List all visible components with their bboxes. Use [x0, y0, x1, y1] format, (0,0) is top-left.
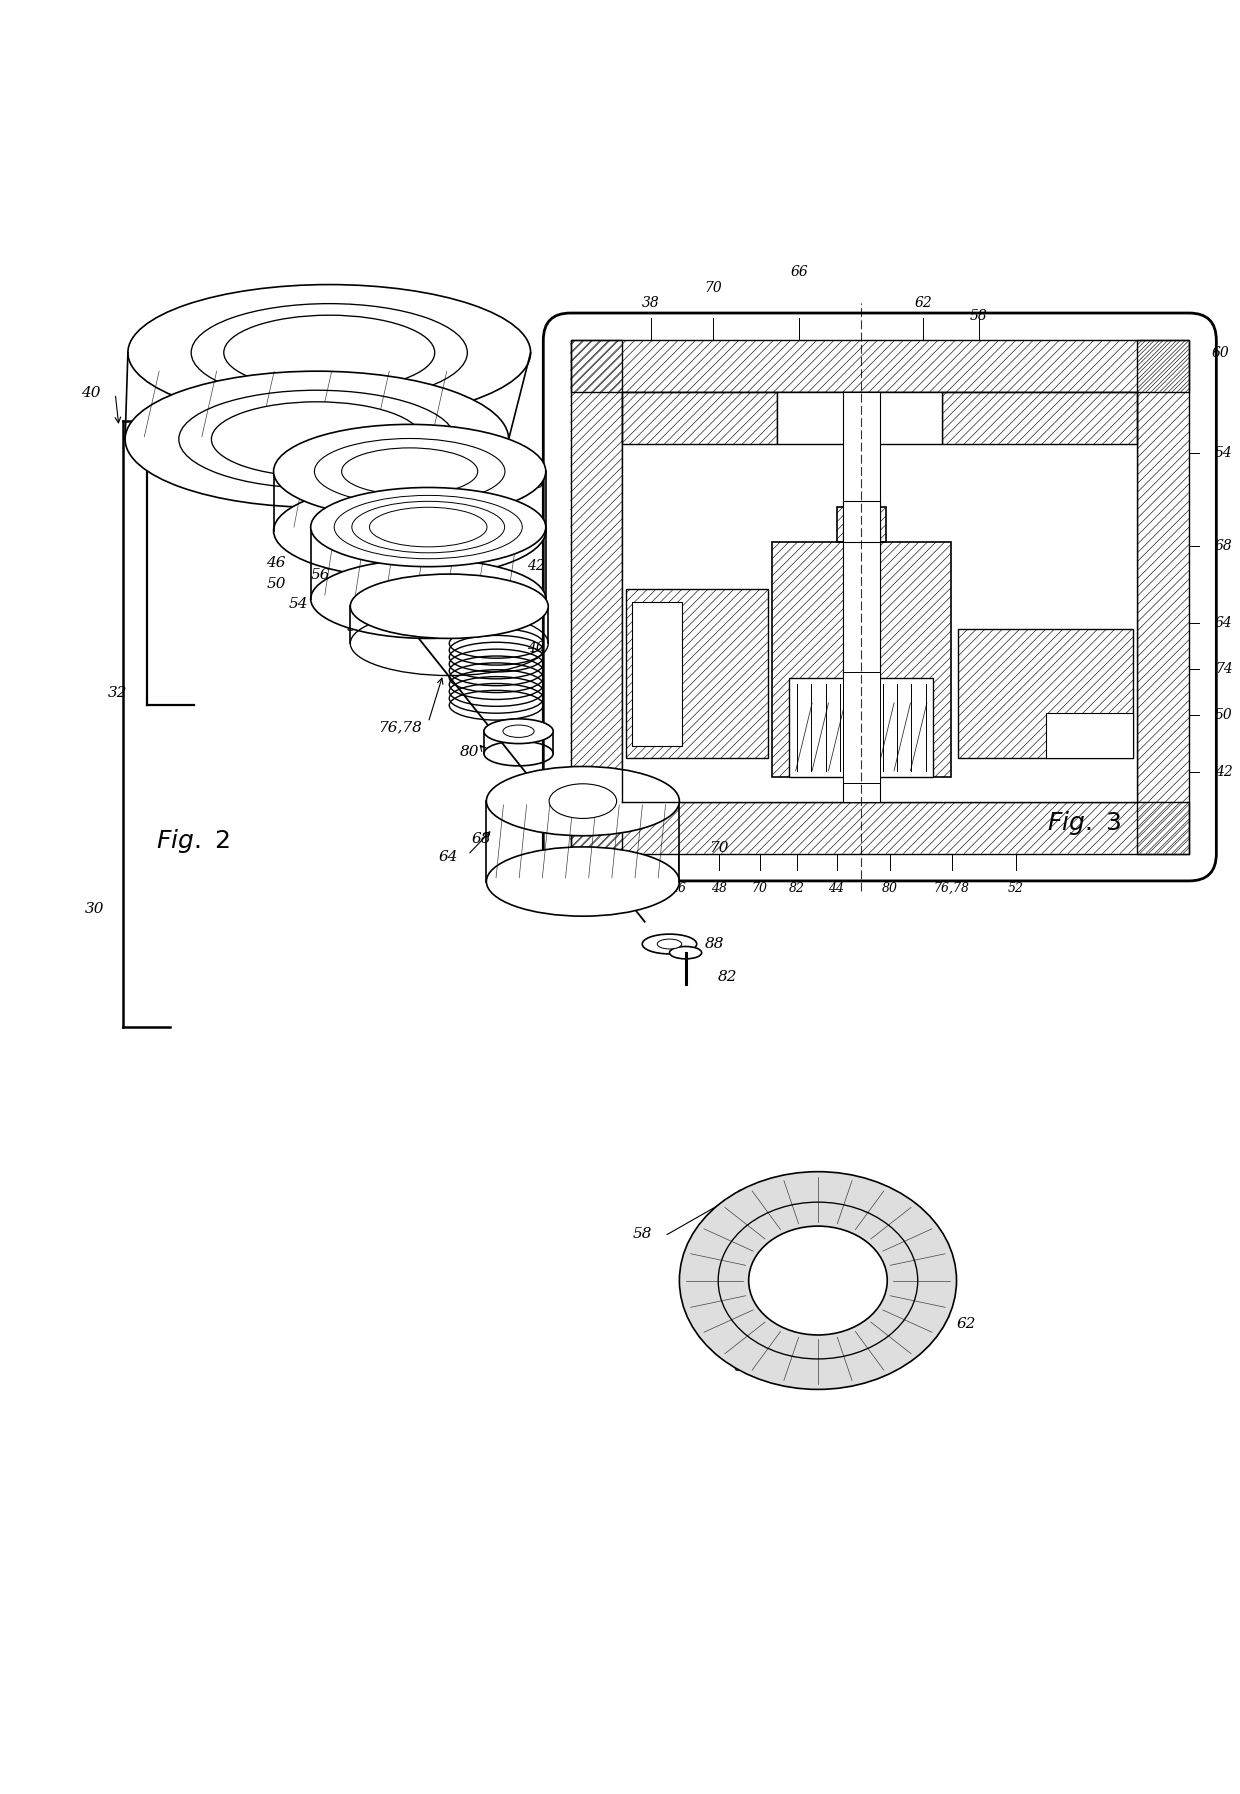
- Ellipse shape: [211, 402, 423, 477]
- Ellipse shape: [274, 484, 546, 578]
- Ellipse shape: [350, 574, 548, 639]
- Text: 50: 50: [267, 578, 285, 590]
- Bar: [570, 341, 1189, 393]
- Text: 60: 60: [734, 1360, 754, 1374]
- Bar: [622, 393, 1137, 802]
- Text: 34: 34: [627, 883, 642, 895]
- Ellipse shape: [486, 847, 680, 917]
- Text: 66: 66: [781, 1261, 801, 1276]
- Bar: [626, 588, 768, 759]
- Text: 68: 68: [1215, 538, 1233, 553]
- Bar: [837, 508, 887, 542]
- Text: 58: 58: [632, 1227, 652, 1240]
- Bar: [843, 501, 880, 542]
- Ellipse shape: [718, 1202, 918, 1358]
- Text: 36: 36: [308, 321, 326, 335]
- Text: 70: 70: [751, 883, 768, 895]
- Text: 82: 82: [789, 883, 805, 895]
- Bar: [941, 393, 1137, 445]
- Ellipse shape: [128, 285, 531, 420]
- Bar: [570, 802, 1189, 854]
- Text: 38: 38: [642, 296, 660, 310]
- Ellipse shape: [670, 947, 702, 958]
- Ellipse shape: [503, 725, 534, 737]
- Text: 76,78: 76,78: [934, 883, 970, 895]
- Bar: [622, 393, 777, 445]
- Ellipse shape: [274, 425, 546, 518]
- Bar: [777, 393, 941, 445]
- Text: 76,78: 76,78: [378, 721, 422, 734]
- Bar: [632, 601, 682, 746]
- Ellipse shape: [484, 719, 553, 743]
- Ellipse shape: [125, 371, 508, 508]
- Ellipse shape: [223, 316, 435, 389]
- Text: 56: 56: [527, 477, 544, 492]
- Text: 74: 74: [1215, 662, 1233, 676]
- Bar: [843, 529, 880, 777]
- Text: 40: 40: [527, 640, 544, 655]
- Text: 46: 46: [670, 883, 686, 895]
- Bar: [1137, 341, 1189, 854]
- Text: 54: 54: [289, 597, 308, 610]
- Bar: [959, 630, 1133, 759]
- Text: 32: 32: [108, 685, 128, 700]
- Text: 64: 64: [438, 850, 458, 865]
- Ellipse shape: [657, 938, 682, 949]
- Text: 32: 32: [588, 883, 603, 895]
- Text: 60: 60: [1211, 346, 1229, 359]
- Text: 42: 42: [527, 560, 544, 572]
- Ellipse shape: [311, 488, 546, 567]
- Ellipse shape: [549, 784, 616, 818]
- Text: 72: 72: [567, 872, 587, 886]
- Ellipse shape: [311, 560, 546, 639]
- Text: 48: 48: [711, 883, 727, 895]
- Text: 70: 70: [704, 282, 722, 296]
- Bar: [1045, 714, 1133, 759]
- Text: 42: 42: [376, 373, 394, 388]
- Text: 88: 88: [704, 936, 724, 951]
- Text: 62: 62: [914, 296, 932, 310]
- Text: 68: 68: [471, 832, 491, 845]
- Text: 46: 46: [267, 556, 285, 570]
- Text: 58: 58: [970, 309, 988, 323]
- Text: 44: 44: [828, 883, 844, 895]
- Text: 66: 66: [791, 266, 808, 280]
- Text: 82: 82: [718, 971, 738, 985]
- Text: 56: 56: [311, 569, 330, 583]
- Text: 42: 42: [1215, 764, 1233, 779]
- Bar: [843, 393, 880, 802]
- Ellipse shape: [486, 766, 680, 836]
- Ellipse shape: [749, 1225, 888, 1335]
- Text: 70: 70: [709, 841, 729, 854]
- Text: 52: 52: [1008, 883, 1024, 895]
- Text: 40: 40: [81, 386, 100, 400]
- Text: 38: 38: [507, 488, 527, 502]
- Bar: [771, 542, 951, 777]
- Text: 80: 80: [459, 745, 479, 759]
- Ellipse shape: [642, 935, 697, 954]
- Text: $\mathit{Fig.\ 3}$: $\mathit{Fig.\ 3}$: [1047, 809, 1121, 836]
- Text: 54: 54: [1215, 447, 1233, 461]
- Text: 30: 30: [84, 902, 104, 917]
- Bar: [570, 341, 622, 854]
- FancyBboxPatch shape: [543, 312, 1216, 881]
- Ellipse shape: [342, 448, 477, 495]
- Bar: [843, 673, 880, 784]
- Ellipse shape: [680, 1171, 956, 1389]
- Text: $\mathit{Fig.\ 2}$: $\mathit{Fig.\ 2}$: [156, 827, 229, 856]
- Text: 80: 80: [882, 883, 898, 895]
- Text: 64: 64: [1215, 615, 1233, 630]
- Text: 54: 54: [347, 621, 366, 635]
- Text: 50: 50: [1215, 709, 1233, 721]
- Bar: [790, 678, 932, 777]
- Text: 62: 62: [957, 1317, 976, 1331]
